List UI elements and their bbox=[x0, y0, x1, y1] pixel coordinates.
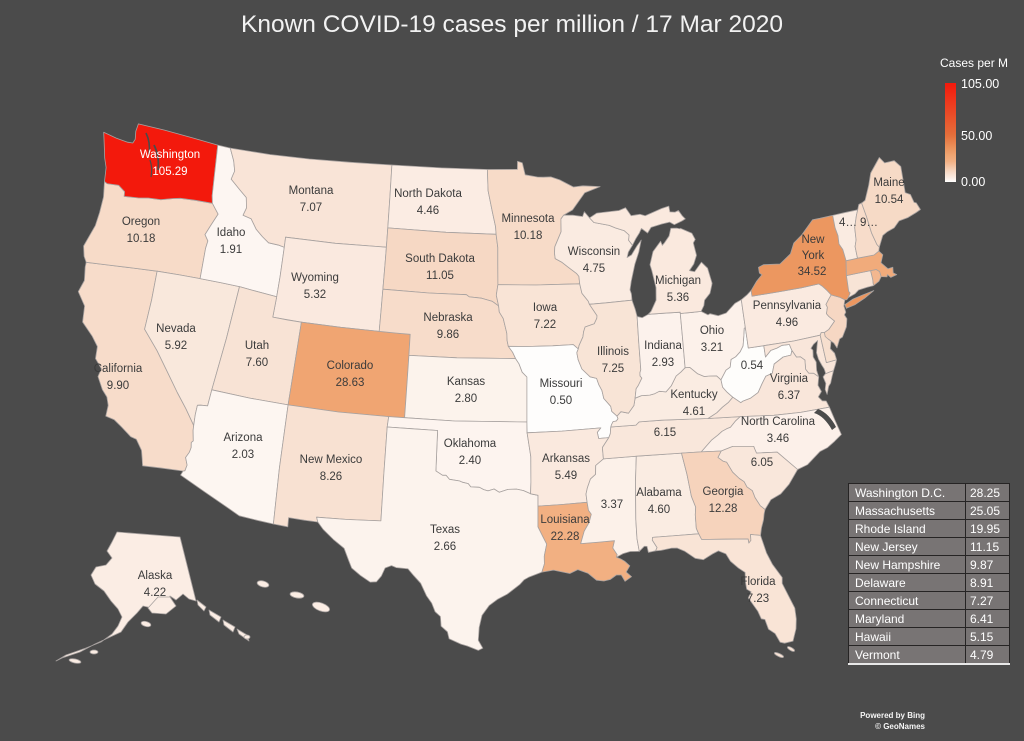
svg-text:4.96: 4.96 bbox=[776, 317, 798, 329]
svg-text:South Dakota: South Dakota bbox=[405, 253, 475, 265]
svg-text:Missouri: Missouri bbox=[540, 378, 583, 390]
svg-text:Indiana: Indiana bbox=[644, 340, 682, 352]
svg-text:10.54: 10.54 bbox=[875, 194, 904, 206]
svg-text:9…: 9… bbox=[860, 217, 878, 229]
svg-text:Utah: Utah bbox=[245, 340, 269, 352]
svg-text:7.25: 7.25 bbox=[602, 363, 624, 375]
svg-text:4.75: 4.75 bbox=[583, 263, 605, 275]
svg-text:4.61: 4.61 bbox=[683, 406, 705, 418]
svg-text:Maine: Maine bbox=[873, 177, 904, 189]
svg-text:Georgia: Georgia bbox=[703, 486, 745, 498]
svg-text:7.07: 7.07 bbox=[300, 202, 322, 214]
svg-text:Wisconsin: Wisconsin bbox=[568, 246, 620, 258]
svg-text:7.60: 7.60 bbox=[246, 357, 268, 369]
svg-text:Pennsylvania: Pennsylvania bbox=[753, 300, 822, 312]
svg-text:Kansas: Kansas bbox=[447, 376, 486, 388]
svg-text:9.86: 9.86 bbox=[437, 329, 459, 341]
svg-text:New: New bbox=[801, 234, 825, 246]
svg-text:5.49: 5.49 bbox=[555, 470, 577, 482]
svg-text:34.52: 34.52 bbox=[798, 266, 827, 278]
svg-text:6.37: 6.37 bbox=[778, 390, 800, 402]
svg-text:Texas: Texas bbox=[430, 524, 460, 536]
svg-text:Wyoming: Wyoming bbox=[291, 272, 339, 284]
svg-text:Idaho: Idaho bbox=[217, 227, 246, 239]
svg-text:Kentucky: Kentucky bbox=[670, 389, 718, 401]
svg-text:Oregon: Oregon bbox=[122, 216, 160, 228]
svg-text:2.80: 2.80 bbox=[455, 393, 477, 405]
svg-text:0.50: 0.50 bbox=[550, 395, 572, 407]
svg-text:Washington: Washington bbox=[140, 149, 200, 161]
svg-text:Michigan: Michigan bbox=[655, 275, 701, 287]
svg-text:11.05: 11.05 bbox=[426, 270, 454, 282]
svg-text:22.28: 22.28 bbox=[551, 531, 580, 543]
svg-text:New Mexico: New Mexico bbox=[300, 454, 363, 466]
svg-text:7.22: 7.22 bbox=[534, 319, 556, 331]
svg-text:California: California bbox=[94, 363, 143, 375]
svg-text:Florida: Florida bbox=[740, 576, 776, 588]
svg-text:4.46: 4.46 bbox=[417, 205, 439, 217]
svg-text:105.29: 105.29 bbox=[152, 166, 187, 178]
svg-text:Arkansas: Arkansas bbox=[542, 453, 590, 465]
svg-text:1.91: 1.91 bbox=[220, 244, 242, 256]
svg-text:5.32: 5.32 bbox=[304, 289, 326, 301]
svg-text:5.92: 5.92 bbox=[165, 340, 187, 352]
svg-text:0.54: 0.54 bbox=[741, 360, 764, 372]
svg-text:North Dakota: North Dakota bbox=[394, 188, 462, 200]
svg-text:4…: 4… bbox=[839, 217, 857, 229]
svg-text:5.36: 5.36 bbox=[667, 292, 689, 304]
svg-text:Montana: Montana bbox=[289, 185, 334, 197]
svg-text:9.90: 9.90 bbox=[107, 380, 129, 392]
svg-text:2.93: 2.93 bbox=[652, 357, 674, 369]
svg-text:Nebraska: Nebraska bbox=[423, 312, 473, 324]
svg-text:Alabama: Alabama bbox=[636, 487, 682, 499]
svg-text:6.05: 6.05 bbox=[751, 457, 773, 469]
svg-text:Colorado: Colorado bbox=[327, 360, 374, 372]
svg-text:28.63: 28.63 bbox=[336, 377, 365, 389]
svg-text:Louisiana: Louisiana bbox=[540, 514, 590, 526]
svg-text:12.28: 12.28 bbox=[709, 503, 738, 515]
svg-text:7.23: 7.23 bbox=[747, 593, 769, 605]
svg-text:10.18: 10.18 bbox=[514, 230, 543, 242]
svg-text:4.60: 4.60 bbox=[648, 504, 670, 516]
svg-text:10.18: 10.18 bbox=[127, 233, 156, 245]
svg-text:Oklahoma: Oklahoma bbox=[444, 438, 497, 450]
svg-text:York: York bbox=[802, 250, 825, 262]
svg-text:8.26: 8.26 bbox=[320, 471, 342, 483]
svg-text:Ohio: Ohio bbox=[700, 325, 724, 337]
svg-text:2.03: 2.03 bbox=[232, 449, 254, 461]
svg-text:4.22: 4.22 bbox=[144, 587, 166, 599]
svg-text:Arizona: Arizona bbox=[224, 432, 264, 444]
svg-text:Nevada: Nevada bbox=[156, 323, 196, 335]
svg-text:2.40: 2.40 bbox=[459, 455, 481, 467]
svg-text:North Carolina: North Carolina bbox=[741, 416, 816, 428]
svg-text:Minnesota: Minnesota bbox=[501, 213, 555, 225]
svg-text:Illinois: Illinois bbox=[597, 346, 629, 358]
svg-text:3.37: 3.37 bbox=[601, 499, 623, 511]
svg-text:6.15: 6.15 bbox=[654, 427, 676, 439]
svg-text:3.46: 3.46 bbox=[767, 433, 789, 445]
svg-text:2.66: 2.66 bbox=[434, 541, 456, 553]
svg-text:Alaska: Alaska bbox=[138, 570, 173, 582]
svg-text:3.21: 3.21 bbox=[701, 342, 723, 354]
svg-text:Virginia: Virginia bbox=[770, 373, 809, 385]
svg-text:Iowa: Iowa bbox=[533, 302, 558, 314]
